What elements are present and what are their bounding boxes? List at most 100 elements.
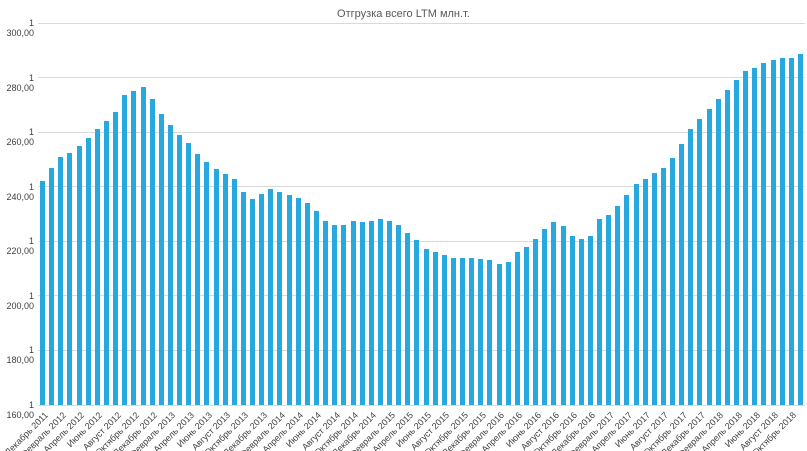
bar [295, 197, 301, 405]
y-axis-label: 1 260,00 [6, 127, 34, 148]
bar [578, 238, 584, 405]
bar [195, 153, 201, 405]
gridline [38, 77, 805, 79]
bar [240, 192, 246, 405]
bar [186, 143, 192, 405]
bar [350, 220, 356, 405]
bar [469, 257, 475, 405]
y-axis-label: 1 160,00 [6, 400, 34, 420]
bar [496, 264, 502, 405]
bar [533, 238, 539, 405]
bar [131, 91, 137, 405]
bar [140, 87, 146, 405]
bar [122, 95, 128, 405]
bar [587, 235, 593, 405]
bar [396, 224, 402, 405]
bar [231, 178, 237, 405]
bar [94, 129, 100, 405]
gridline [38, 240, 805, 242]
bar [113, 111, 119, 405]
bar [788, 58, 794, 405]
y-axis-label: 1 300,00 [6, 18, 34, 38]
y-axis-label: 1 240,00 [6, 181, 34, 202]
bar [478, 259, 484, 405]
y-axis-label: 1 200,00 [6, 290, 34, 311]
bar [734, 80, 740, 405]
bar [615, 205, 621, 405]
bar [779, 58, 785, 405]
bar [770, 59, 776, 405]
bar [569, 235, 575, 405]
bar [487, 260, 493, 405]
bar [85, 137, 91, 405]
bar [76, 145, 82, 405]
bar [268, 189, 274, 405]
bar [670, 158, 676, 405]
bar [222, 174, 228, 405]
bar [450, 257, 456, 405]
bar [423, 249, 429, 405]
bar [103, 121, 109, 405]
bar [505, 261, 511, 405]
bar [514, 252, 520, 405]
bar [149, 99, 155, 405]
bar [688, 129, 694, 405]
gridline [38, 22, 805, 24]
gridline [38, 404, 805, 406]
bar [542, 229, 548, 405]
bar [715, 99, 721, 405]
bar [58, 156, 64, 405]
y-axis-label: 1 280,00 [6, 72, 34, 93]
bar [359, 222, 365, 405]
bar [49, 167, 55, 405]
bar [323, 220, 329, 405]
bar [250, 199, 256, 405]
gridline [38, 186, 805, 188]
bar [259, 193, 265, 405]
bar [377, 219, 383, 405]
bar [332, 224, 338, 405]
bar [642, 178, 648, 405]
bar [304, 203, 310, 405]
bar [158, 114, 164, 405]
bar [167, 125, 173, 405]
bar [624, 194, 630, 405]
bar [341, 224, 347, 405]
bar [277, 192, 283, 405]
bar [213, 168, 219, 405]
bar [177, 134, 183, 405]
bar [651, 173, 657, 405]
bar [414, 239, 420, 405]
bar [551, 222, 557, 405]
bar [679, 144, 685, 405]
bar [524, 246, 529, 405]
gridline [38, 131, 805, 133]
bar [606, 215, 612, 405]
gridline [38, 349, 805, 351]
bar [724, 89, 730, 405]
y-axis-label: 1 180,00 [6, 345, 34, 366]
bar [441, 254, 447, 405]
bar [697, 118, 703, 405]
bar [313, 211, 319, 405]
bar [743, 70, 749, 405]
bar [67, 152, 73, 405]
bar [286, 194, 292, 405]
bar [204, 162, 210, 405]
bar [460, 257, 466, 405]
plot-area [38, 22, 805, 406]
bar [633, 184, 639, 405]
y-axis-label: 1 220,00 [6, 236, 34, 257]
bar [432, 252, 438, 405]
bar [560, 226, 566, 405]
bar [40, 181, 46, 405]
bar [752, 68, 758, 405]
bar [660, 167, 666, 405]
bar [387, 220, 393, 405]
bar [761, 62, 767, 405]
bar [706, 108, 712, 405]
gridline [38, 295, 805, 297]
bar [797, 54, 803, 405]
chart-title: Отгрузка всего LTM млн.т. [337, 8, 470, 20]
